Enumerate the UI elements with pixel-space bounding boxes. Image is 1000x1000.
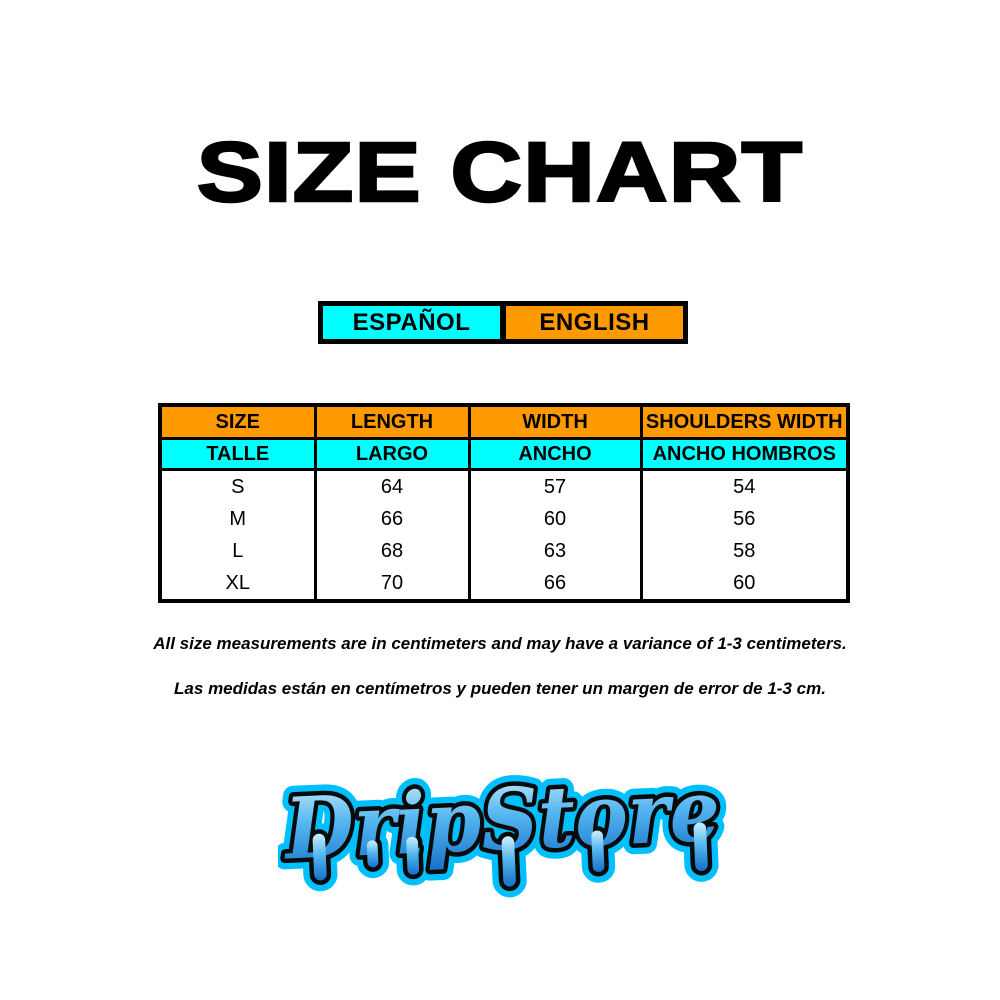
dripstore-logo: DripStore DripStore [278,752,728,912]
length-cell: 64 [313,469,471,503]
logo-drip [366,840,379,868]
width-cell: 66 [467,567,643,601]
header-shoulders-width: SHOULDERS WIDTH [639,403,850,440]
size-chart-table: SIZE LENGTH WIDTH SHOULDERS WIDTH TALLE … [158,403,850,603]
size-cell: L [158,535,317,567]
shoulders-cell: 58 [639,535,850,567]
length-cell: 70 [313,567,471,601]
header-ancho-hombros: ANCHO HOMBROS [639,437,850,471]
header-row-spanish: TALLE LARGO ANCHO ANCHO HOMBROS [158,437,850,471]
disclaimer-spanish: Las medidas están en centímetros y puede… [174,679,826,698]
tab-english-label: ENGLISH [539,308,650,336]
header-width: WIDTH [467,403,643,440]
width-cell: 60 [467,503,643,535]
logo-outline-layer: DripStore [278,756,726,892]
tab-espanol-label: ESPAÑOL [352,308,471,336]
shoulders-cell: 60 [639,567,850,601]
size-cell: S [158,469,317,503]
width-cell: 63 [467,535,643,567]
size-cell: XL [158,567,317,601]
disclaimer-english: All size measurements are in centimeters… [153,634,847,653]
logo-group: DripStore DripStore [278,752,728,898]
length-cell: 68 [313,535,471,567]
width-cell: 57 [467,469,643,503]
header-length: LENGTH [313,403,471,440]
page-title: SIZE CHART [195,123,804,220]
header-ancho: ANCHO [467,437,643,471]
logo-drip [406,836,420,875]
language-tabs: ESPAÑOL ENGLISH [318,301,688,344]
table-row-xl: XL 70 66 60 [158,567,850,601]
header-talle: TALLE [158,437,317,471]
logo-text-fill: DripStore [281,761,722,879]
tab-espanol[interactable]: ESPAÑOL [323,306,503,339]
table-row-m: M 66 60 56 [158,503,850,535]
tab-english[interactable]: ENGLISH [503,306,683,339]
logo-drip [693,822,708,872]
logo-fill-layer: DripStore [281,761,722,887]
size-cell: M [158,503,317,535]
logo-drip [308,829,332,885]
dripstore-logo-svg: DripStore DripStore [278,752,728,898]
header-row-english: SIZE LENGTH WIDTH SHOULDERS WIDTH [158,403,850,440]
shoulders-cell: 54 [639,469,850,503]
shoulders-cell: 56 [639,503,850,535]
logo-drip [501,836,516,887]
length-cell: 66 [313,503,471,535]
header-largo: LARGO [313,437,471,471]
header-size: SIZE [158,403,317,440]
logo-drip [312,833,327,881]
logo-drip [591,830,605,872]
table-row-l: L 68 63 58 [158,535,850,567]
table-row-s: S 64 57 54 [158,469,850,503]
